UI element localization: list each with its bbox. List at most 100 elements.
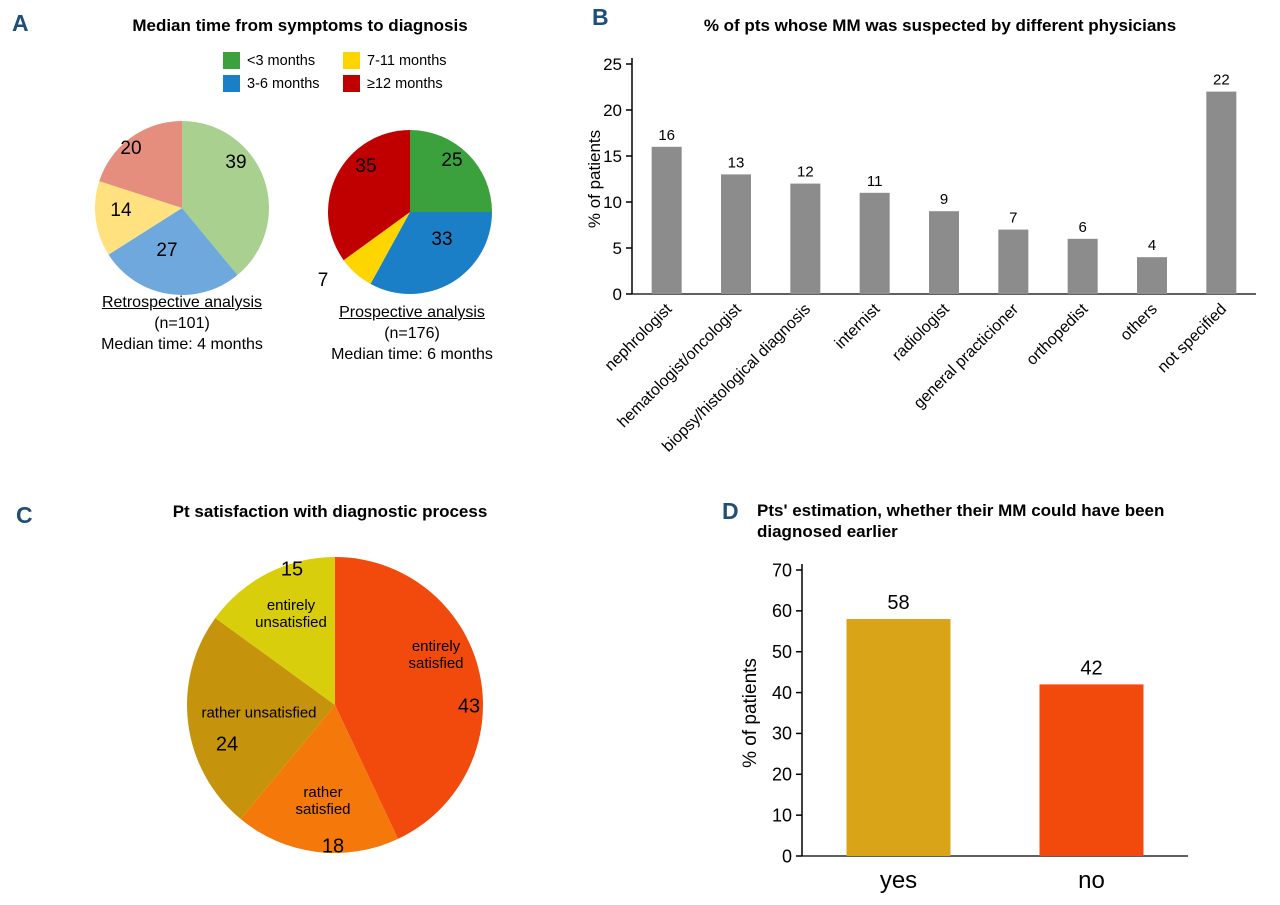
legend-swatch-ge12-months <box>343 75 360 92</box>
pie-value-retro-ge12: 20 <box>120 138 142 159</box>
pie-value-pros-3-6: 33 <box>431 229 453 250</box>
y-tick-label: 15 <box>603 147 622 166</box>
bar-value-orthopedist: 6 <box>1078 219 1086 236</box>
pie-name-entirely-unsatisfied: entirely unsatisfied <box>255 597 327 631</box>
y-tick-label: 25 <box>603 55 622 74</box>
bar-general-practicioner <box>998 229 1029 294</box>
bar-orthopedist <box>1067 238 1098 294</box>
pie-value-retro-7-11: 14 <box>110 200 132 221</box>
y-axis-label: % of patients <box>585 130 604 228</box>
x-cat-label-internist: internist <box>832 300 884 352</box>
bar-value-radiologist: 9 <box>940 191 948 208</box>
legend-label-7-11-months: 7-11 months <box>367 52 447 69</box>
prospective-caption: Prospective analysis (n=176) Median time… <box>300 302 524 365</box>
retrospective-caption: Retrospective analysis (n=101) Median ti… <box>70 292 294 355</box>
pie-slice-3-6-months <box>370 212 492 295</box>
x-cat-label-radiologist: radiologist <box>889 300 953 364</box>
bar-yes <box>846 619 951 856</box>
pie-name-rather-satisfied: rather satisfied <box>295 784 351 818</box>
y-tick-label: 70 <box>772 560 792 580</box>
y-tick-label: 20 <box>772 765 792 785</box>
bar-hematologist-oncologist <box>721 174 751 294</box>
y-tick-label: 30 <box>772 724 792 744</box>
x-cat-label-yes: yes <box>880 867 917 894</box>
pie-slice-3-months <box>410 130 492 212</box>
y-tick-label: 5 <box>613 239 622 258</box>
legend-item-lt3: <3 months <box>223 52 315 69</box>
pie-value-entirely-satisfied: 43 <box>457 695 481 718</box>
pie-value-rather-unsatisfied: 24 <box>215 733 239 756</box>
legend-label-lt3-months: <3 months <box>247 52 316 69</box>
bar-biopsy-histological-diagnosis <box>790 183 821 294</box>
bar-others <box>1137 257 1167 294</box>
prospective-n: (n=176) <box>384 325 440 342</box>
x-cat-label-no: no <box>1078 867 1105 894</box>
x-cat-label-not-specified: not specified <box>1155 301 1231 377</box>
retrospective-title: Retrospective analysis <box>101 294 263 311</box>
y-tick-label: 50 <box>772 642 792 662</box>
bar-value-general-practicioner: 7 <box>1009 210 1017 227</box>
pie-slice-3-months <box>182 121 269 276</box>
pie-value-pros-lt3: 25 <box>441 150 463 171</box>
y-tick-label: 60 <box>772 601 792 621</box>
panel-d-title: Pts' estimation, whether their MM could … <box>757 501 1165 541</box>
pie-slice-rather-satisfied <box>240 705 399 854</box>
y-tick-label: 10 <box>772 805 792 825</box>
pie-slice-rather-unsatisfied <box>187 618 335 820</box>
bar-value-hematologist-oncologist: 13 <box>728 154 745 171</box>
pie-slice-7-11-months <box>343 212 410 284</box>
panel-a-title: Median time from symptoms to diagnosis <box>132 16 468 35</box>
pie-chart-satisfaction <box>187 557 483 854</box>
prospective-median: Median time: 6 months <box>331 346 493 363</box>
legend-swatch-lt3-months <box>223 52 240 69</box>
bar-value-biopsy-histological-diagnosis: 12 <box>797 164 814 181</box>
y-tick-label: 0 <box>613 285 622 304</box>
x-cat-label-nephrologist: nephrologist <box>602 300 676 374</box>
x-cat-label-others: others <box>1117 301 1160 344</box>
bar-radiologist <box>929 211 959 294</box>
panel-d-label: D <box>722 498 739 524</box>
bar-value-no: 42 <box>1080 657 1102 679</box>
pie-slice-12-months <box>99 121 182 208</box>
bar-value-not-specified: 22 <box>1213 72 1230 89</box>
pie-slice-entirely-unsatisfied <box>215 557 335 705</box>
x-cat-label-hematologist-oncologist: hematologist/oncologist <box>615 300 746 431</box>
pie-name-rather-unsatisfied: rather unsatisfied <box>201 704 317 722</box>
pie-value-entirely-unsatisfied: 15 <box>280 558 304 581</box>
legend-swatch-3-6-months <box>223 75 240 92</box>
prospective-title: Prospective analysis <box>339 304 485 321</box>
pie-name-entirely-satisfied: entirely satisfied <box>408 638 464 672</box>
legend-item-ge12: ≥12 months <box>343 75 443 92</box>
legend-swatch-7-11-months <box>343 52 360 69</box>
y-tick-label: 40 <box>772 683 792 703</box>
retrospective-median: Median time: 4 months <box>101 336 263 353</box>
pie-slice-entirely-satisfied <box>335 557 483 839</box>
bar-value-others: 4 <box>1148 237 1156 254</box>
bar-internist <box>859 192 890 294</box>
panel-b-title: % of pts whose MM was suspected by diffe… <box>703 16 1177 35</box>
x-cat-label-biopsy-histological-diagnosis: biopsy/histological diagnosis <box>659 301 814 456</box>
pie-value-rather-satisfied: 18 <box>321 835 345 858</box>
legend-label-ge12-months: ≥12 months <box>367 75 443 92</box>
panel-c-title: Pt satisfaction with diagnostic process <box>172 502 488 521</box>
pie-slice-12-months <box>327 130 410 261</box>
x-cat-label-orthopedist: orthopedist <box>1023 300 1091 368</box>
bar-no <box>1039 684 1144 856</box>
pie-value-pros-7-11: 7 <box>317 270 329 291</box>
y-tick-label: 10 <box>603 193 622 212</box>
bar-nephrologist <box>651 146 682 294</box>
bar-not-specified <box>1206 91 1237 294</box>
y-axis-label: % of patients <box>740 658 761 768</box>
pie-chart-prospective <box>327 130 492 295</box>
pie-value-retro-lt3: 39 <box>225 152 247 173</box>
pie-slice-3-6-months <box>108 208 238 296</box>
bar-value-internist: 11 <box>867 173 883 190</box>
pie-value-retro-3-6: 27 <box>156 240 178 261</box>
legend-item-7-11: 7-11 months <box>343 52 447 69</box>
pie-slice-7-11-months <box>95 181 182 255</box>
bar-chart-physicians: 0 5 10 15 20 25 16 nephrologist 13 hematologist/o… <box>585 55 1256 456</box>
y-tick-label: 0 <box>782 846 792 866</box>
bar-value-yes: 58 <box>887 592 909 614</box>
bar-chart-estimation: 0 10 20 30 40 50 60 70 58 yes 42 no % of patients <box>740 560 1188 894</box>
legend-label-3-6-months: 3-6 months <box>247 75 320 92</box>
